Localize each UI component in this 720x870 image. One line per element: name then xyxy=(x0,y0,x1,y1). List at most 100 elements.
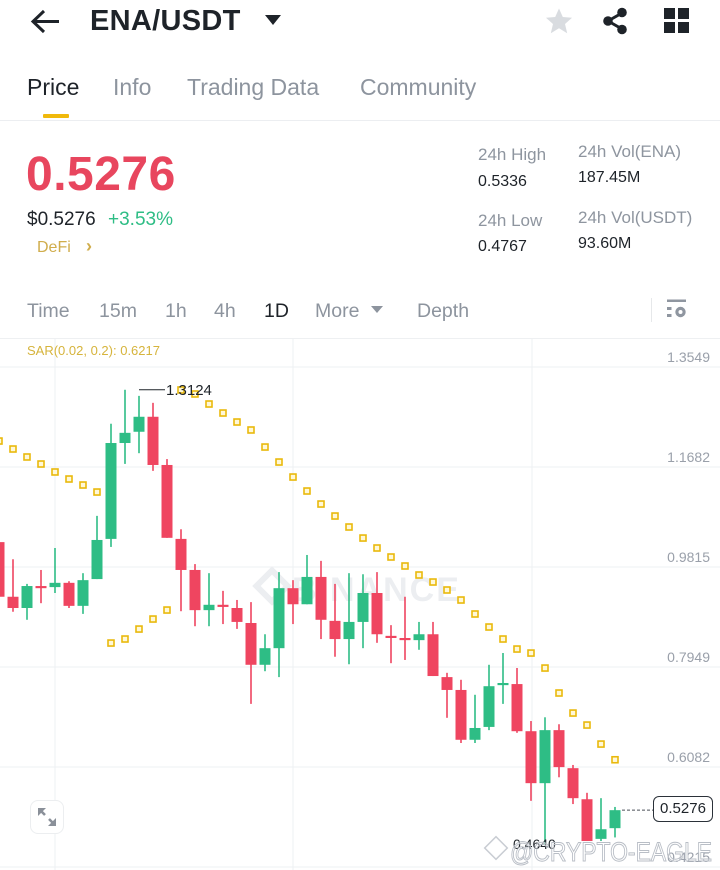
interval-15m[interactable]: 15m xyxy=(99,300,137,322)
layout-button[interactable] xyxy=(664,8,690,34)
candle xyxy=(203,573,215,627)
candle xyxy=(385,625,397,664)
share-button[interactable] xyxy=(601,7,629,35)
candle-body xyxy=(77,580,89,606)
y-axis-label: 0.4215 xyxy=(667,849,710,865)
candle xyxy=(63,581,75,609)
watermark-text: @CRYPTO-EAGLE xyxy=(510,837,712,867)
candle xyxy=(329,583,341,657)
sar-dot xyxy=(219,409,227,417)
vol-quote-value: 93.60M xyxy=(578,235,632,252)
chevron-right-icon[interactable]: › xyxy=(86,236,92,256)
pair-title[interactable]: ENA/USDT xyxy=(90,5,241,37)
candle xyxy=(287,580,299,625)
candle xyxy=(119,389,131,464)
interval-bar-divider xyxy=(651,298,652,322)
candles xyxy=(0,389,621,845)
chart-canvas[interactable]: BINANCE 1.35491.16820.98150.79490.60820.… xyxy=(0,339,720,870)
arrow-left-icon xyxy=(30,9,59,34)
candle xyxy=(497,652,509,704)
candle-body xyxy=(315,576,327,620)
candle-body xyxy=(483,686,495,727)
high-marker-label: 1.3124 xyxy=(166,382,212,399)
interval-1d[interactable]: 1D xyxy=(264,300,289,322)
interval-4h[interactable]: 4h xyxy=(214,300,236,322)
sar-dot xyxy=(79,481,87,489)
candle-body xyxy=(301,576,313,605)
candle xyxy=(147,402,159,471)
category-tag-defi[interactable]: DeFi xyxy=(37,239,71,256)
sar-dot xyxy=(93,488,101,496)
candle-body xyxy=(357,593,369,622)
vol-quote-label: 24h Vol(USDT) xyxy=(578,208,693,227)
candle-body xyxy=(161,464,173,538)
interval-more[interactable]: More xyxy=(315,300,360,322)
tab-info[interactable]: Info xyxy=(113,74,152,100)
candle-body xyxy=(133,416,145,432)
tab-trading-data[interactable]: Trading Data xyxy=(187,74,320,100)
y-axis-label: 0.9815 xyxy=(667,549,710,565)
interval-time[interactable]: Time xyxy=(27,300,70,322)
tab-community[interactable]: Community xyxy=(360,74,477,100)
candle xyxy=(161,459,173,538)
candle-body xyxy=(259,648,271,665)
candle xyxy=(21,583,33,620)
high-24h-value: 0.5336 xyxy=(478,173,527,190)
candle-body xyxy=(595,829,607,839)
candle xyxy=(441,672,453,718)
sar-dot xyxy=(289,473,297,481)
candle xyxy=(511,667,523,733)
sar-dot xyxy=(485,623,493,631)
candle-body xyxy=(21,586,33,609)
sar-dot xyxy=(163,606,171,614)
favorite-button[interactable] xyxy=(545,7,573,35)
candle xyxy=(357,574,369,649)
sar-dot xyxy=(191,390,199,398)
candlestick-chart[interactable]: BINANCE 1.3549 1.1682 0.9815 0.7949 0.6082 0.… xyxy=(0,338,720,870)
candle-body xyxy=(539,730,551,784)
y-axis: 1.3549 1.1682 0.9815 0.7949 0.6082 0.4215 xyxy=(667,349,710,865)
depth-tab[interactable]: Depth xyxy=(417,300,470,322)
sar-dot xyxy=(443,586,451,594)
candle-body xyxy=(7,596,19,609)
candle xyxy=(609,806,621,838)
sar-dot xyxy=(359,534,367,542)
sar-dot xyxy=(611,755,619,764)
sar-indicator-label[interactable]: SAR(0.02, 0.2): 0.6217 xyxy=(27,343,160,358)
candle-body xyxy=(287,588,299,605)
tabs-divider xyxy=(0,120,720,121)
candle xyxy=(259,634,271,672)
sar-dot xyxy=(429,578,437,586)
candle-body xyxy=(245,622,257,665)
back-button[interactable] xyxy=(30,8,62,36)
high-24h-label: 24h High xyxy=(478,145,547,164)
sar-dot xyxy=(401,562,409,570)
sar-dot xyxy=(555,689,563,697)
candle xyxy=(595,798,607,842)
candle xyxy=(413,621,425,650)
sar-dot xyxy=(583,721,591,729)
candle xyxy=(35,569,47,604)
sar-dot xyxy=(597,740,605,748)
candle xyxy=(7,559,19,612)
sar-dot xyxy=(513,645,521,653)
sar-dot xyxy=(0,437,3,445)
tab-price[interactable]: Price xyxy=(27,74,80,100)
candle xyxy=(175,529,187,612)
candle xyxy=(105,423,117,547)
candle-body xyxy=(553,730,565,768)
sar-dot xyxy=(107,639,115,647)
candle xyxy=(91,515,103,580)
interval-1h[interactable]: 1h xyxy=(165,300,187,322)
more-caret-icon[interactable] xyxy=(371,306,383,313)
usd-price: $0.5276 xyxy=(27,209,96,230)
fullscreen-button[interactable] xyxy=(30,800,64,834)
candle-body xyxy=(497,682,509,686)
chart-settings-button[interactable] xyxy=(665,298,689,322)
candle-body xyxy=(609,810,621,829)
candle-body xyxy=(49,582,61,588)
candle-body xyxy=(203,604,215,611)
candle xyxy=(49,548,61,594)
pair-dropdown-caret-icon[interactable] xyxy=(265,15,281,25)
candle-body xyxy=(91,539,103,580)
